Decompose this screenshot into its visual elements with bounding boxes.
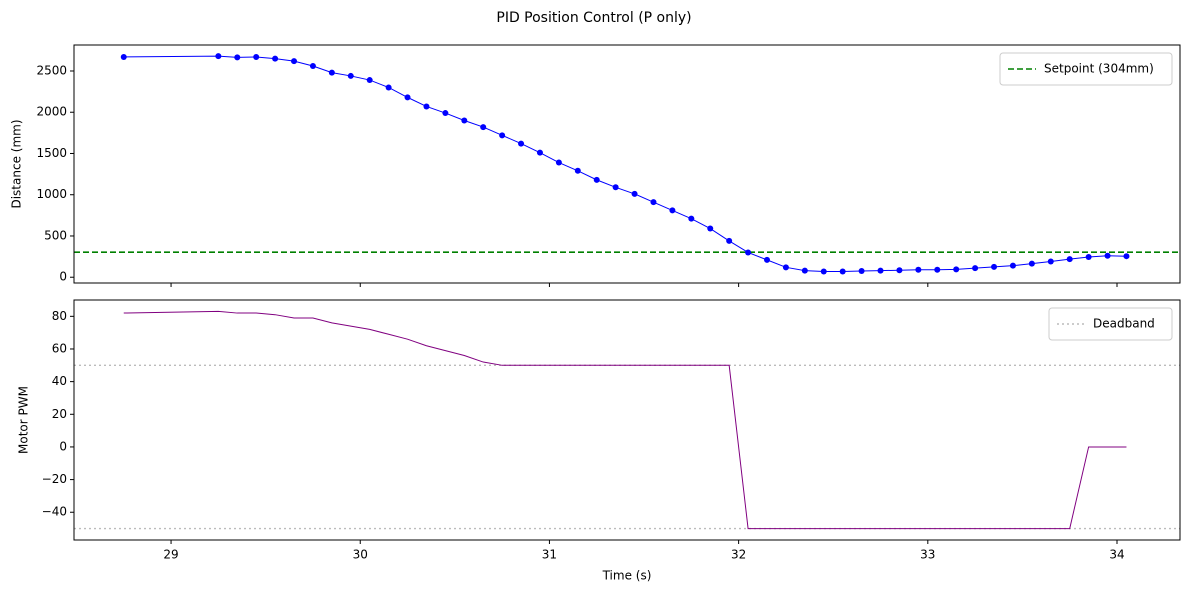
data-point [499, 132, 506, 139]
figure-title: PID Position Control (P only) [496, 10, 691, 26]
data-point [1104, 252, 1111, 259]
y-tick-label: 500 [44, 228, 67, 242]
data-point [631, 190, 638, 197]
data-point [650, 199, 657, 206]
data-point [839, 268, 846, 275]
data-point [555, 159, 562, 166]
data-point [518, 140, 525, 147]
data-point [934, 266, 941, 273]
data-point [1047, 258, 1054, 265]
axes-frame [73, 299, 1181, 541]
data-point [574, 167, 581, 174]
data-point [1066, 256, 1073, 263]
data-point [442, 110, 449, 117]
axes-frame [73, 44, 1181, 284]
data-point [801, 267, 808, 274]
data-point [764, 256, 770, 263]
y-tick-label: 1000 [36, 187, 67, 201]
y-tick-label: −40 [42, 505, 67, 519]
data-point [745, 249, 752, 256]
y-tick-label: 20 [52, 407, 67, 421]
data-point [536, 149, 543, 156]
data-point [726, 237, 733, 244]
legend-box [999, 52, 1173, 86]
x-tick-label: 34 [1109, 548, 1124, 562]
y-tick-label: 2000 [36, 105, 67, 119]
data-point [877, 267, 884, 274]
y-tick-label: 40 [52, 374, 67, 388]
y-tick-label: 60 [52, 341, 67, 355]
data-point [404, 94, 411, 101]
data-point [480, 124, 487, 131]
data-point [688, 215, 695, 222]
y-tick-label: 0 [59, 270, 67, 284]
y-axis-label: Distance (mm) [10, 119, 24, 208]
data-point [272, 55, 279, 62]
data-point [820, 268, 827, 275]
y-tick-label: 1500 [36, 146, 67, 160]
data-point [612, 184, 619, 191]
y-tick-label: 0 [59, 439, 67, 453]
data-point [309, 63, 316, 70]
data-point [215, 53, 222, 60]
legend-label: Deadband [1093, 317, 1155, 331]
data-point [423, 103, 430, 110]
data-point [915, 266, 922, 273]
x-axis-label: Time (s) [602, 569, 652, 583]
y-tick-label: 2500 [36, 63, 67, 77]
data-point [858, 268, 865, 275]
data-line [123, 55, 1127, 272]
data-point [972, 265, 979, 272]
data-point [461, 117, 468, 124]
legend-label: Setpoint (304mm) [1044, 62, 1154, 76]
data-point [669, 207, 676, 214]
data-point [347, 72, 354, 79]
data-point [1028, 260, 1035, 267]
x-tick-label: 29 [163, 548, 178, 562]
data-point [328, 69, 335, 76]
y-axis-label: Motor PWM [17, 386, 31, 454]
legend-box [1048, 307, 1173, 341]
x-tick-label: 33 [920, 548, 935, 562]
data-point [253, 53, 260, 60]
data-point [120, 53, 127, 60]
data-point [234, 54, 241, 61]
data-point [707, 225, 714, 232]
x-tick-label: 32 [731, 548, 746, 562]
data-point [291, 58, 298, 65]
data-line [123, 310, 1127, 530]
data-point [593, 176, 600, 183]
data-point [385, 84, 392, 91]
data-point [1085, 254, 1092, 261]
x-tick-label: 30 [353, 548, 368, 562]
data-point [1123, 253, 1130, 260]
x-tick-label: 31 [542, 548, 557, 562]
y-tick-label: −20 [42, 472, 67, 486]
data-point [953, 266, 960, 273]
data-point [896, 267, 903, 274]
data-point [991, 263, 998, 270]
y-tick-label: 80 [52, 309, 67, 323]
data-point [366, 77, 373, 84]
data-point [782, 264, 789, 271]
data-point [1009, 262, 1016, 269]
